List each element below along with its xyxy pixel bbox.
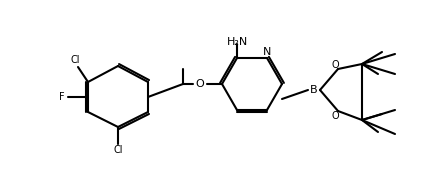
Text: H₂N: H₂N: [226, 37, 248, 47]
Text: Cl: Cl: [70, 55, 80, 65]
Text: O: O: [331, 60, 339, 70]
Text: Cl: Cl: [113, 145, 123, 155]
Text: B: B: [310, 85, 318, 95]
Text: O: O: [331, 111, 339, 121]
Text: N: N: [263, 47, 271, 57]
Text: F: F: [59, 92, 65, 102]
Text: O: O: [196, 79, 204, 89]
